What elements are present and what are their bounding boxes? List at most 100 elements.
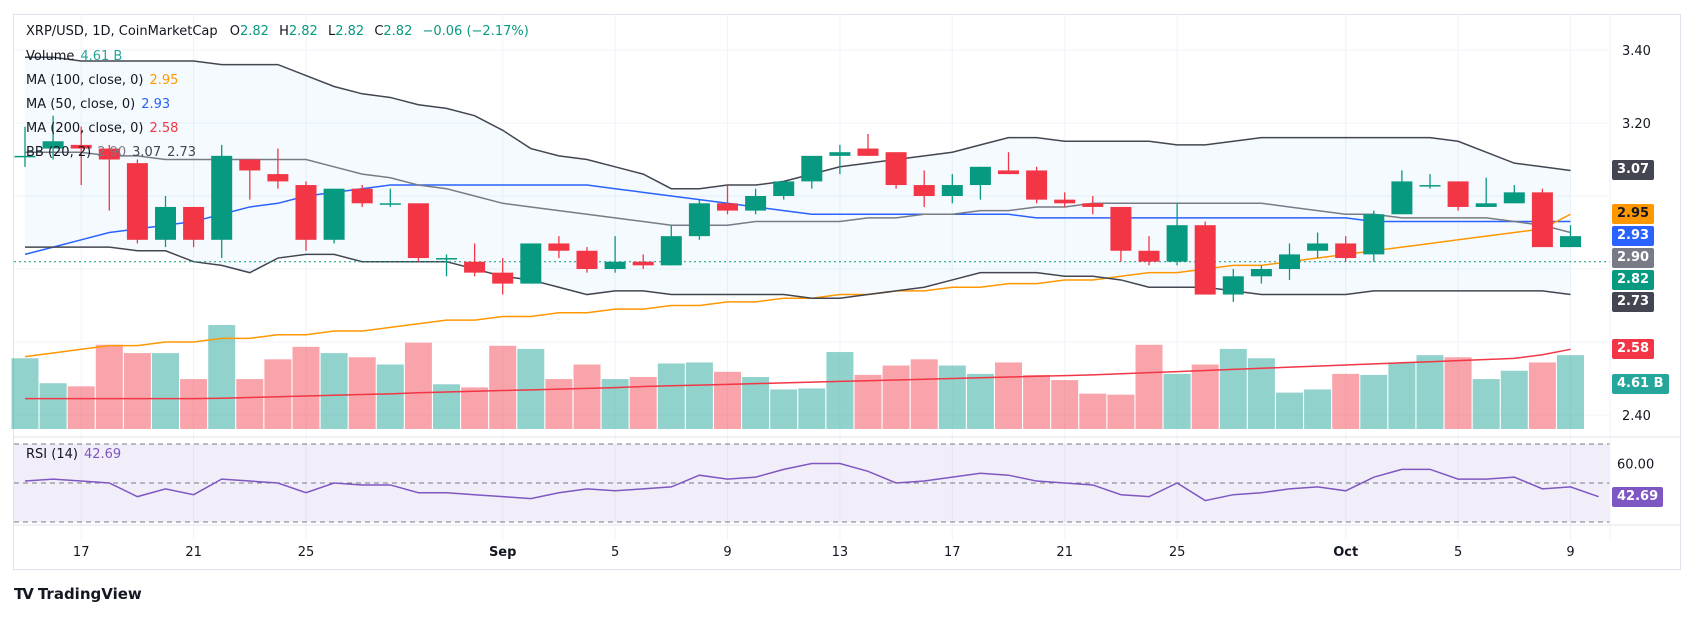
low-label: L — [327, 24, 336, 39]
ma200-legend[interactable]: MA (200, close, 0) 2.58 — [26, 121, 178, 137]
candle-body — [548, 243, 570, 251]
volume-bar — [1557, 355, 1584, 429]
price-axis-label: 2.58 — [1612, 339, 1655, 360]
volume-bar — [1332, 373, 1360, 429]
candle-body — [1503, 192, 1525, 204]
price-tick-label: 2.40 — [1622, 409, 1651, 424]
volume-bar — [236, 379, 264, 429]
candle-body — [239, 159, 261, 171]
time-tick-label: 21 — [185, 545, 202, 560]
candle-body — [1222, 276, 1244, 295]
price-axis-label: 3.07 — [1612, 160, 1655, 181]
ma50-label: MA (50, close, 0) — [26, 97, 136, 112]
time-tick-label: 25 — [298, 545, 315, 560]
volume-bar — [826, 352, 854, 429]
volume-bar — [770, 389, 798, 429]
volume-bar — [882, 365, 910, 429]
volume-bar — [545, 379, 573, 429]
volume-bar — [404, 342, 432, 429]
bb-legend[interactable]: BB (20, 2) 2.90 3.07 2.73 — [26, 145, 196, 161]
candle-body — [1531, 192, 1553, 248]
candle-body — [295, 185, 317, 240]
volume-value: 4.61 B — [80, 49, 123, 64]
ma200-label: MA (200, close, 0) — [26, 121, 144, 136]
candle-body — [70, 144, 92, 149]
candle-body — [1279, 254, 1300, 269]
candle-body — [885, 152, 907, 186]
time-tick-label: Sep — [489, 545, 517, 560]
volume-bar — [1500, 370, 1528, 429]
candle-body — [464, 261, 486, 273]
volume-bar — [208, 325, 236, 429]
ma100-value: 2.95 — [149, 73, 179, 88]
candle-body — [604, 261, 626, 269]
candle-body — [1363, 214, 1385, 255]
candle-body — [211, 155, 233, 240]
price-axis-label: 2.95 — [1612, 204, 1655, 225]
candle-body — [801, 155, 823, 182]
candle-body — [1110, 206, 1132, 251]
volume-bar — [1360, 374, 1388, 429]
series-line-bb-lower — [25, 246, 1571, 299]
candle-body — [1054, 199, 1076, 204]
candle-body — [351, 188, 373, 204]
candle-body — [1447, 181, 1469, 207]
series-line-bb-upper — [25, 56, 1571, 190]
candle-body — [773, 181, 795, 196]
series-line-rsi-14 — [24, 462, 1599, 502]
candle-body — [126, 163, 148, 240]
volume-bar — [1276, 392, 1303, 429]
volume-bar — [938, 365, 966, 429]
time-tick-label: 25 — [1169, 545, 1186, 560]
time-tick-label: 21 — [1056, 545, 1073, 560]
bb-upper-value: 3.07 — [132, 145, 162, 160]
candle-body — [688, 203, 710, 237]
ma100-legend[interactable]: MA (100, close, 0) 2.95 — [26, 73, 178, 89]
time-tick-label: 17 — [73, 545, 90, 560]
volume-bar — [264, 359, 292, 429]
symbol-title: XRP/USD, 1D, CoinMarketCap — [26, 24, 218, 39]
open-label: O — [229, 24, 240, 39]
candle-body — [1026, 170, 1048, 200]
brand-name: TradingView — [37, 585, 142, 603]
chart-frame — [13, 14, 1681, 570]
candle-body — [42, 141, 64, 149]
candle-body — [941, 185, 963, 196]
candle-body — [1194, 225, 1216, 295]
volume-bar — [685, 362, 713, 429]
volume-bar — [1444, 357, 1472, 429]
ma50-legend[interactable]: MA (50, close, 0) 2.93 — [26, 97, 170, 113]
volume-bar — [1163, 373, 1191, 429]
volume-bar — [966, 373, 994, 429]
candle-body — [98, 148, 120, 160]
candle-body — [969, 166, 991, 186]
bb-basis-value: 2.90 — [97, 145, 127, 160]
volume-bar — [1304, 389, 1332, 429]
candle-body — [857, 148, 879, 156]
candle-body — [632, 261, 654, 266]
volume-bar — [1135, 344, 1163, 429]
close-value: 2.82 — [383, 24, 413, 39]
time-tick-label: 13 — [832, 545, 849, 560]
time-tick-label: 9 — [723, 545, 731, 560]
rsi-tick-label: 60.00 — [1617, 458, 1654, 473]
candle-body — [1391, 181, 1413, 215]
volume-bar — [433, 384, 460, 429]
candle-body — [913, 185, 935, 196]
volume-bar — [573, 364, 601, 429]
rsi-legend[interactable]: RSI (14) 42.69 — [26, 447, 121, 463]
volume-bar — [320, 353, 348, 429]
candle-body — [14, 155, 36, 158]
price-axis-label: 2.93 — [1612, 226, 1655, 247]
ma100-label: MA (100, close, 0) — [26, 73, 144, 88]
low-value: 2.82 — [335, 24, 365, 39]
time-tick-label: 9 — [1566, 545, 1574, 560]
volume-bar — [348, 357, 376, 429]
series-line-ma-200-close-0 — [25, 348, 1571, 400]
series-line-ma-50-close-0 — [24, 184, 1571, 256]
volume-bar — [292, 346, 320, 429]
volume-bar — [714, 371, 741, 429]
tradingview-brand[interactable]: TV TradingView — [14, 585, 142, 603]
volume-legend[interactable]: Volume 4.61 B — [26, 49, 122, 65]
